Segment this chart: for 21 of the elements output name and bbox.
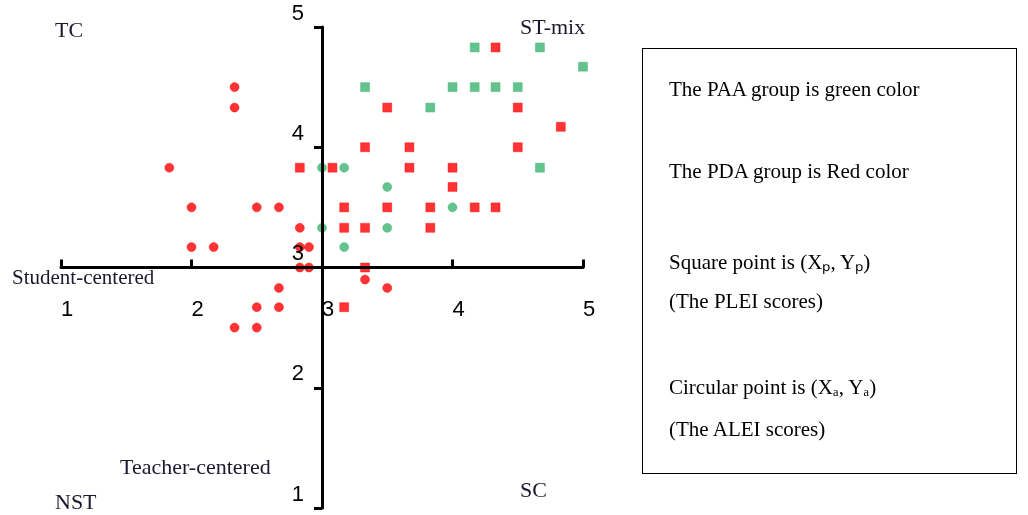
y-tick-label: 5 xyxy=(291,0,304,25)
x-axis-title: Student-centered xyxy=(12,264,155,289)
y-tick-label: 1 xyxy=(291,480,304,506)
text: (The ALEI scores) xyxy=(669,417,826,442)
annotation: ST-mix xyxy=(520,13,586,39)
y-axis-title: Teacher-centered xyxy=(120,453,271,479)
text: (The PLEI scores) xyxy=(669,289,823,314)
text: Circular point is (Xₐ, Yₐ) xyxy=(669,375,877,400)
annotation: NST xyxy=(55,488,98,514)
x-tick-label: 5 xyxy=(583,296,596,321)
y-tick-label: 2 xyxy=(291,360,304,386)
x-tick-label: 2 xyxy=(191,296,204,321)
text: The PAA group is green color xyxy=(669,77,920,102)
annotation: SC xyxy=(520,476,547,502)
text: The PDA group is Red color xyxy=(669,159,909,184)
x-tick-label: 3 xyxy=(322,296,335,321)
x-tick-label: 1 xyxy=(61,296,74,321)
annotation: TC xyxy=(55,16,84,42)
text: Square point is (Xₚ, Yₚ) xyxy=(669,249,871,275)
x-tick-label: 4 xyxy=(452,296,465,321)
y-tick-label: 4 xyxy=(291,119,304,145)
